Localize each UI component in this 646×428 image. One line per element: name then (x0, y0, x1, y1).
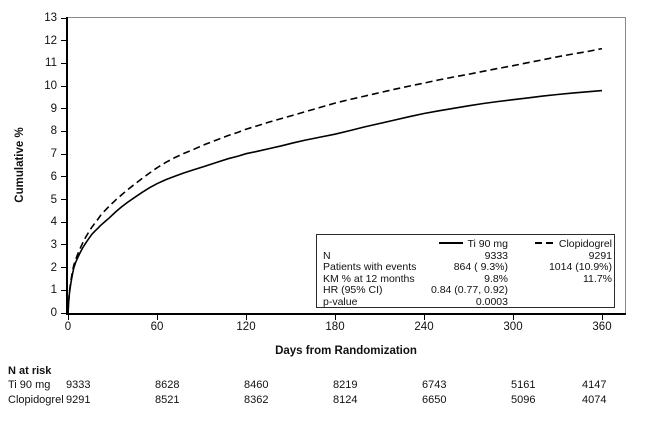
y-tick-label: 11 (45, 57, 57, 70)
legend-stat-row: p-value 0.0003 (317, 295, 614, 309)
legend-key-ti-90-mg: Ti 90 mg (438, 238, 508, 251)
risk-value: 9291 (66, 393, 91, 406)
legend-stat-value-ti: 9.8% (484, 272, 508, 285)
legend-stat-value-ti: 0.0003 (475, 295, 508, 308)
y-axis-title: Cumulative % (14, 127, 26, 203)
x-tick-mark (601, 315, 603, 320)
y-tick-label: 8 (50, 125, 57, 138)
y-tick-mark (61, 267, 67, 269)
y-tick-mark (61, 176, 67, 178)
y-tick-label: 0 (50, 307, 57, 319)
x-tick-mark (334, 315, 336, 320)
risk-value: 5096 (511, 393, 536, 406)
y-tick-label: 10 (44, 80, 57, 93)
y-tick-label: 5 (50, 193, 57, 206)
y-tick-mark (61, 108, 67, 110)
risk-value: 8460 (244, 379, 269, 391)
risk-row-label: Ti 90 mg (8, 379, 51, 391)
y-tick-mark (61, 289, 67, 291)
risk-value: 6650 (422, 393, 447, 406)
y-tick-label: 13 (44, 12, 57, 24)
x-tick-label: 0 (64, 321, 72, 333)
legend-stat-label: HR (95% CI) (323, 284, 383, 296)
x-tick-mark (67, 315, 69, 320)
risk-value: 9333 (66, 379, 91, 391)
y-tick-mark (61, 312, 67, 314)
y-tick-mark (61, 130, 67, 132)
legend-stat-row: KM % at 12 months 9.8% 11.7% (317, 272, 614, 286)
legend-stat-row: HR (95% CI) 0.84 (0.77, 0.92) (317, 284, 614, 297)
legend-stat-label: p-value (323, 295, 358, 308)
legend-key-row: Ti 90 mg Clopidogrel (317, 238, 614, 251)
risk-value: 8124 (333, 393, 358, 406)
legend-stat-value-clop: 9291 (588, 249, 612, 262)
y-tick-label: 4 (50, 216, 57, 229)
x-axis-line (66, 313, 626, 315)
x-tick-label: 180 (325, 321, 345, 333)
curve-ti-90-mg (68, 89, 603, 313)
x-tick-mark (423, 315, 425, 320)
x-tick-label: 240 (414, 321, 434, 333)
km-curves-plot (68, 47, 603, 313)
legend-stat-row: N 9333 9291 (317, 249, 614, 263)
risk-row-label: Clopidogrel (8, 393, 64, 406)
y-tick-label: 1 (50, 284, 57, 297)
y-tick-mark (61, 199, 67, 201)
x-axis-title: Days from Randomization (275, 345, 417, 357)
plot-frame-top (68, 17, 626, 18)
risk-value: 8628 (155, 379, 180, 391)
y-tick-label: 6 (50, 170, 57, 183)
y-tick-label: 12 (44, 34, 57, 47)
curve-clopidogrel (68, 47, 603, 313)
legend-stat-row: Patients with events 864 ( 9.3%) 1014 (10.… (317, 261, 614, 274)
y-tick-label: 9 (50, 102, 57, 115)
y-tick-label: 3 (50, 238, 57, 251)
y-tick-mark (61, 17, 67, 19)
x-tick-label: 300 (503, 321, 523, 333)
y-tick-mark (61, 244, 67, 246)
solid-line-icon (438, 242, 463, 244)
risk-value: 8521 (155, 393, 180, 406)
plot-frame-right (625, 17, 626, 315)
x-tick-label: 120 (236, 321, 256, 333)
y-tick-mark (61, 153, 67, 155)
legend-stat-label: Patients with events (323, 261, 417, 273)
legend-stats-box: Ti 90 mg Clopidogrel N 9333 9291 Patients wit… (316, 234, 615, 308)
y-tick-label: 2 (50, 261, 57, 274)
legend-stat-label: KM % at 12 months (323, 272, 415, 285)
legend-key-clop-label: Clopidogrel (558, 238, 612, 250)
y-tick-mark (61, 221, 67, 223)
x-tick-mark (156, 315, 158, 320)
x-tick-label: 60 (150, 321, 164, 333)
legend-key-ti-label: Ti 90 mg (467, 238, 508, 250)
n-at-risk-title: N at risk (8, 365, 52, 377)
y-axis-line (66, 17, 68, 315)
legend-stat-value-clop: 11.7% (583, 272, 612, 285)
risk-value: 6743 (422, 379, 447, 391)
legend-stat-label: N (323, 249, 331, 262)
risk-value: 5161 (511, 379, 536, 391)
legend-stat-value-ti: 9333 (484, 249, 508, 262)
y-tick-mark (61, 40, 67, 42)
x-tick-mark (245, 315, 247, 320)
legend-stat-value-clop: 1014 (10.9%) (548, 261, 612, 273)
risk-value: 4147 (582, 379, 607, 391)
y-tick-mark (61, 62, 67, 64)
dashed-line-icon (545, 242, 553, 244)
y-tick-label: 7 (50, 148, 57, 161)
x-tick-label: 360 (592, 321, 612, 333)
legend-key-clopidogrel: Clopidogrel (534, 238, 612, 251)
dashed-line-icon (534, 242, 542, 244)
risk-value: 8219 (333, 379, 358, 391)
legend-stat-value-ti: 0.84 (0.77, 0.92) (430, 284, 508, 296)
y-tick-mark (61, 85, 67, 87)
risk-value: 8362 (244, 393, 269, 406)
legend-stat-value-ti: 864 ( 9.3%) (453, 261, 508, 273)
risk-value: 4074 (582, 393, 607, 406)
x-tick-mark (512, 315, 514, 320)
